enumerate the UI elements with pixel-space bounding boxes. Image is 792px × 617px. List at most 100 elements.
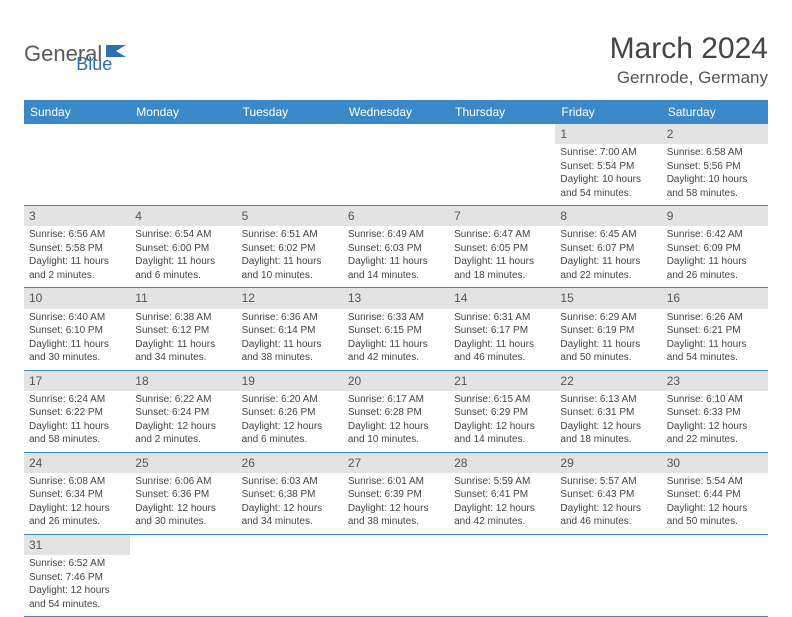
day-info-line: Sunset: 6:03 PM <box>348 242 444 256</box>
day-info-line: Daylight: 11 hours <box>560 338 656 352</box>
day-cell: 12Sunrise: 6:36 AMSunset: 6:14 PMDayligh… <box>237 288 343 369</box>
day-info-line: Sunset: 6:24 PM <box>135 406 231 420</box>
empty-cell <box>662 535 768 616</box>
day-header-cell: Tuesday <box>237 100 343 124</box>
day-info-line: Daylight: 12 hours <box>242 420 338 434</box>
day-info-line: Sunset: 6:14 PM <box>242 324 338 338</box>
day-info-line: and 30 minutes. <box>135 515 231 529</box>
day-header-row: SundayMondayTuesdayWednesdayThursdayFrid… <box>24 100 768 124</box>
week-row: 1Sunrise: 7:00 AMSunset: 5:54 PMDaylight… <box>24 124 768 206</box>
location-label: Gernrode, Germany <box>610 68 768 88</box>
day-number: 16 <box>662 288 768 308</box>
day-info-line: Sunrise: 5:57 AM <box>560 475 656 489</box>
day-number: 4 <box>130 206 236 226</box>
day-cell: 29Sunrise: 5:57 AMSunset: 6:43 PMDayligh… <box>555 453 661 534</box>
day-number: 31 <box>24 535 130 555</box>
day-info-line: Sunrise: 6:06 AM <box>135 475 231 489</box>
week-row: 3Sunrise: 6:56 AMSunset: 5:58 PMDaylight… <box>24 206 768 288</box>
day-info-line: Sunrise: 6:38 AM <box>135 311 231 325</box>
day-info-line: Sunrise: 6:52 AM <box>29 557 125 571</box>
day-info-line: Sunset: 6:29 PM <box>454 406 550 420</box>
day-info-line: Sunrise: 6:26 AM <box>667 311 763 325</box>
day-info-line: Daylight: 10 hours <box>667 173 763 187</box>
day-info-line: and 14 minutes. <box>348 269 444 283</box>
logo: General Blue <box>24 32 112 75</box>
day-info-line: Sunset: 6:38 PM <box>242 488 338 502</box>
month-title: March 2024 <box>610 32 768 66</box>
day-number: 6 <box>343 206 449 226</box>
empty-cell <box>237 124 343 205</box>
day-header-cell: Friday <box>555 100 661 124</box>
day-info-line: Sunrise: 6:58 AM <box>667 146 763 160</box>
day-cell: 21Sunrise: 6:15 AMSunset: 6:29 PMDayligh… <box>449 371 555 452</box>
day-info-line: and 50 minutes. <box>560 351 656 365</box>
day-number: 25 <box>130 453 236 473</box>
day-info-line: Sunset: 6:44 PM <box>667 488 763 502</box>
day-info-line: Sunrise: 6:45 AM <box>560 228 656 242</box>
day-info-line: Sunset: 6:41 PM <box>454 488 550 502</box>
day-info-line: and 26 minutes. <box>29 515 125 529</box>
day-info-line: and 22 minutes. <box>560 269 656 283</box>
day-info-line: Sunset: 6:39 PM <box>348 488 444 502</box>
day-info-line: and 30 minutes. <box>29 351 125 365</box>
day-cell: 27Sunrise: 6:01 AMSunset: 6:39 PMDayligh… <box>343 453 449 534</box>
day-info-line: Sunset: 5:58 PM <box>29 242 125 256</box>
day-info-line: Sunrise: 6:03 AM <box>242 475 338 489</box>
day-info-line: Sunset: 6:34 PM <box>29 488 125 502</box>
day-info-line: Sunrise: 5:59 AM <box>454 475 550 489</box>
day-info-line: Daylight: 11 hours <box>242 338 338 352</box>
day-cell: 19Sunrise: 6:20 AMSunset: 6:26 PMDayligh… <box>237 371 343 452</box>
day-info-line: Sunrise: 6:51 AM <box>242 228 338 242</box>
calendar-body: 1Sunrise: 7:00 AMSunset: 5:54 PMDaylight… <box>24 124 768 617</box>
day-info-line: Sunset: 6:07 PM <box>560 242 656 256</box>
day-number: 8 <box>555 206 661 226</box>
day-header-cell: Wednesday <box>343 100 449 124</box>
day-number: 2 <box>662 124 768 144</box>
day-number: 11 <box>130 288 236 308</box>
day-info-line: Sunrise: 6:33 AM <box>348 311 444 325</box>
day-info-line: Sunset: 6:02 PM <box>242 242 338 256</box>
day-number: 22 <box>555 371 661 391</box>
day-number: 27 <box>343 453 449 473</box>
day-info-line: and 46 minutes. <box>454 351 550 365</box>
day-cell: 17Sunrise: 6:24 AMSunset: 6:22 PMDayligh… <box>24 371 130 452</box>
day-cell: 1Sunrise: 7:00 AMSunset: 5:54 PMDaylight… <box>555 124 661 205</box>
empty-cell <box>130 535 236 616</box>
day-cell: 31Sunrise: 6:52 AMSunset: 7:46 PMDayligh… <box>24 535 130 616</box>
day-number: 5 <box>237 206 343 226</box>
day-info-line: Daylight: 12 hours <box>29 502 125 516</box>
day-number: 18 <box>130 371 236 391</box>
calendar: SundayMondayTuesdayWednesdayThursdayFrid… <box>24 100 768 617</box>
day-info-line: and 18 minutes. <box>560 433 656 447</box>
day-cell: 2Sunrise: 6:58 AMSunset: 5:56 PMDaylight… <box>662 124 768 205</box>
day-info-line: Sunrise: 6:20 AM <box>242 393 338 407</box>
day-info-line: Sunrise: 6:01 AM <box>348 475 444 489</box>
empty-cell <box>343 535 449 616</box>
day-info-line: Daylight: 12 hours <box>348 420 444 434</box>
day-info-line: and 54 minutes. <box>29 598 125 612</box>
day-info-line: and 22 minutes. <box>667 433 763 447</box>
day-info-line: Sunset: 6:05 PM <box>454 242 550 256</box>
day-info-line: and 18 minutes. <box>454 269 550 283</box>
day-cell: 16Sunrise: 6:26 AMSunset: 6:21 PMDayligh… <box>662 288 768 369</box>
day-cell: 8Sunrise: 6:45 AMSunset: 6:07 PMDaylight… <box>555 206 661 287</box>
day-cell: 3Sunrise: 6:56 AMSunset: 5:58 PMDaylight… <box>24 206 130 287</box>
day-info-line: and 54 minutes. <box>560 187 656 201</box>
day-info-line: Daylight: 11 hours <box>454 338 550 352</box>
day-cell: 20Sunrise: 6:17 AMSunset: 6:28 PMDayligh… <box>343 371 449 452</box>
day-info-line: and 58 minutes. <box>667 187 763 201</box>
logo-text-blue: Blue <box>76 54 112 75</box>
day-info-line: Sunset: 6:28 PM <box>348 406 444 420</box>
day-cell: 15Sunrise: 6:29 AMSunset: 6:19 PMDayligh… <box>555 288 661 369</box>
day-cell: 26 Sunrise: 6:03 AMSunset: 6:38 PMDayligh… <box>237 453 343 534</box>
day-number: 30 <box>662 453 768 473</box>
day-cell: 25Sunrise: 6:06 AMSunset: 6:36 PMDayligh… <box>130 453 236 534</box>
day-number: 26 <box>237 453 343 473</box>
day-info-line: Daylight: 12 hours <box>242 502 338 516</box>
day-info-line: Daylight: 11 hours <box>667 338 763 352</box>
day-cell: 9Sunrise: 6:42 AMSunset: 6:09 PMDaylight… <box>662 206 768 287</box>
week-row: 31Sunrise: 6:52 AMSunset: 7:46 PMDayligh… <box>24 535 768 617</box>
day-info-line: Sunrise: 6:24 AM <box>29 393 125 407</box>
day-info-line: Sunset: 6:33 PM <box>667 406 763 420</box>
day-number: 19 <box>237 371 343 391</box>
